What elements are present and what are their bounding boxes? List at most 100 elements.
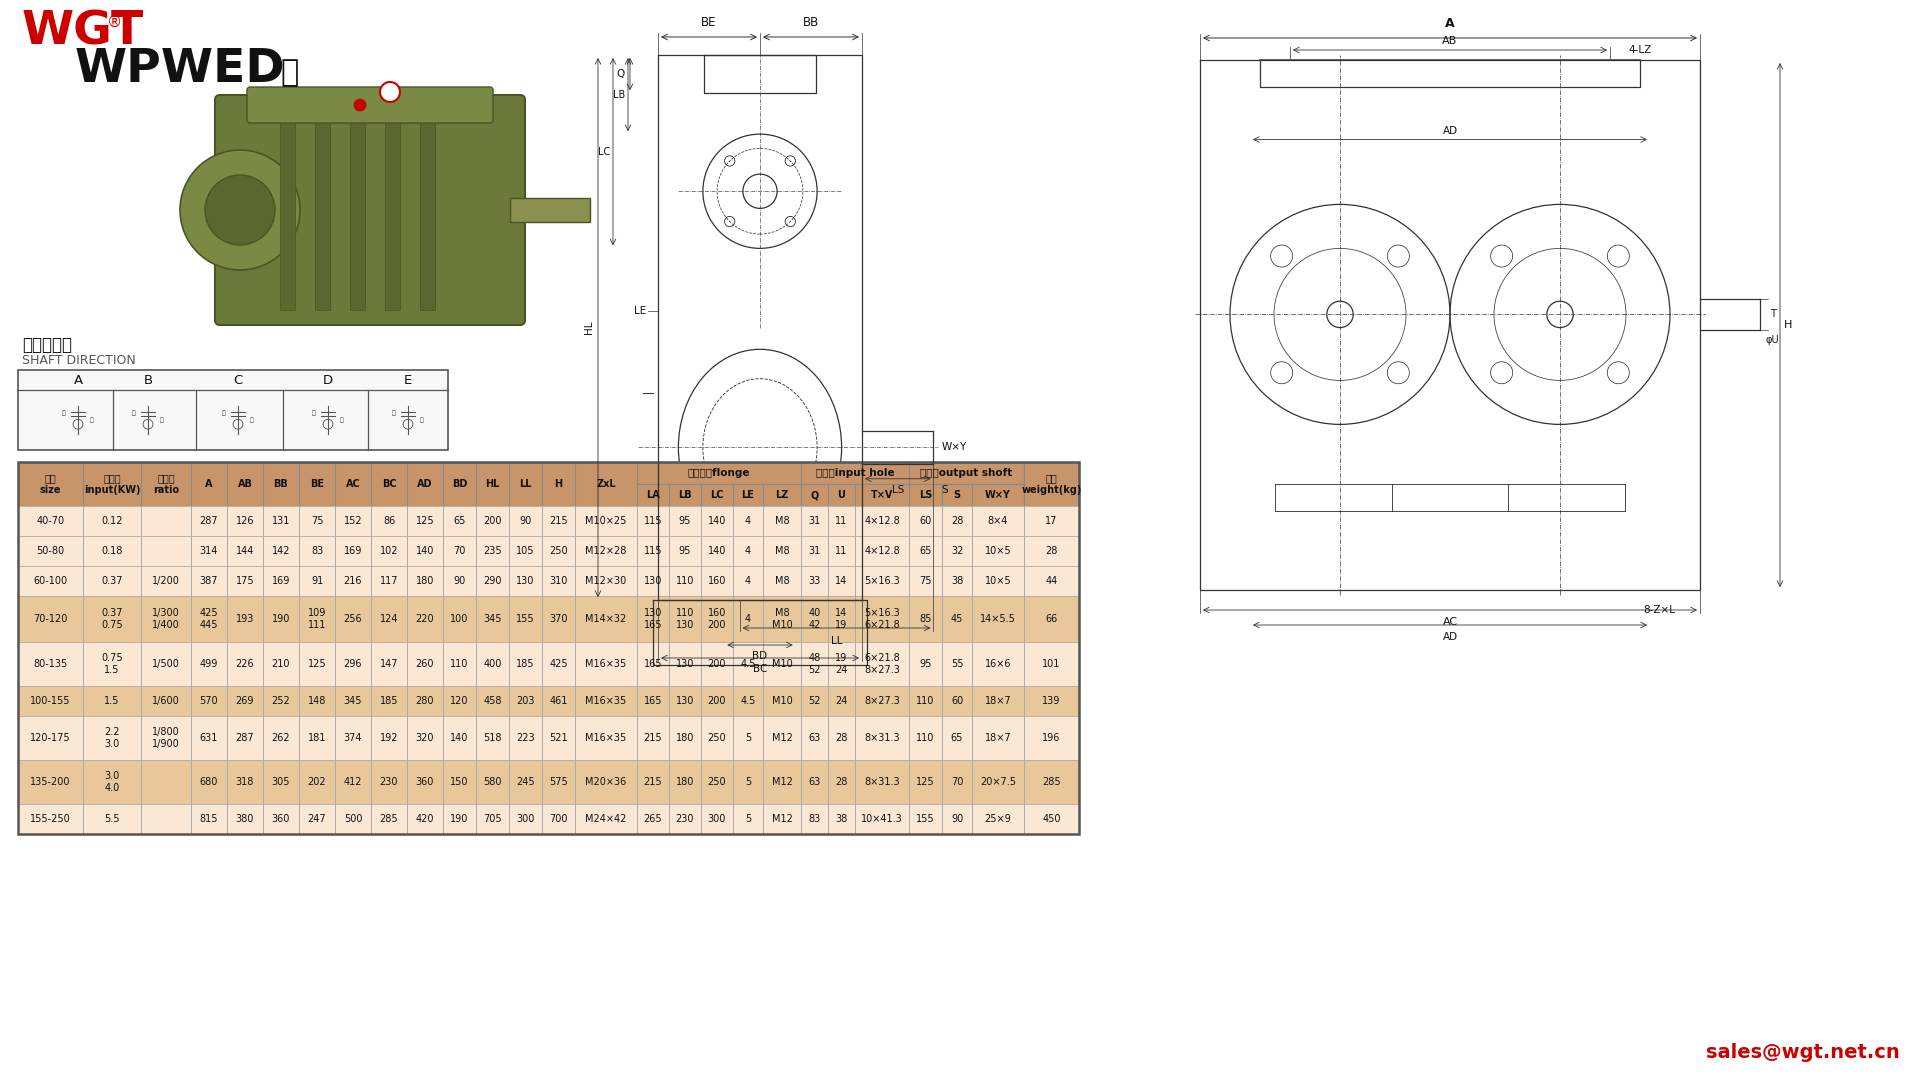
Text: 10×41.3: 10×41.3 [862,814,902,824]
Bar [334,716,371,760]
Bar [1023,686,1079,716]
Bar [828,642,854,686]
Bar [1023,596,1079,642]
Text: 8×27.3: 8×27.3 [864,696,900,706]
Bar [509,686,541,716]
Bar [509,596,541,642]
Text: LB: LB [612,90,626,99]
Text: 出: 出 [392,410,396,417]
Bar [300,536,334,566]
Text: 28: 28 [835,777,849,787]
Bar [801,686,828,716]
Bar [701,484,733,507]
Bar [334,462,371,507]
Bar [668,536,701,566]
Text: 1/500: 1/500 [152,659,180,669]
Text: AB: AB [1442,36,1457,46]
Text: 400: 400 [484,659,501,669]
Bar [17,686,1079,716]
Text: M16×35: M16×35 [586,696,626,706]
Bar [334,536,371,566]
Bar [943,686,972,716]
Bar [972,566,1023,596]
Bar [943,536,972,566]
Bar [371,507,407,536]
Bar [854,536,908,566]
Bar [701,804,733,834]
Bar [17,596,83,642]
Text: 16×6: 16×6 [985,659,1012,669]
Bar [83,716,140,760]
Text: 287: 287 [236,733,253,743]
Text: 重量
weight(kg): 重量 weight(kg) [1021,473,1081,495]
Text: 50-80: 50-80 [36,546,65,556]
Text: 38: 38 [950,576,964,586]
Circle shape [380,82,399,102]
Bar [733,566,762,596]
Text: BD: BD [753,651,768,661]
Text: 130: 130 [676,696,695,706]
Bar [140,760,190,804]
Text: 14×5.5: 14×5.5 [979,615,1016,624]
Text: AC: AC [346,480,361,489]
Bar [476,596,509,642]
Bar [701,760,733,804]
Bar [733,716,762,760]
Bar [227,596,263,642]
Bar [701,566,733,596]
Text: BE: BE [309,480,324,489]
Bar [17,642,1079,686]
Text: 60: 60 [950,696,964,706]
Text: M10: M10 [772,659,793,669]
Text: 374: 374 [344,733,363,743]
Bar [972,536,1023,566]
Text: M14×32: M14×32 [586,615,626,624]
Text: M16×35: M16×35 [586,733,626,743]
Text: 38: 38 [835,814,847,824]
Text: 115: 115 [643,546,662,556]
Text: 165: 165 [643,659,662,669]
Text: 110: 110 [916,733,935,743]
Text: 190: 190 [451,814,468,824]
Text: 75: 75 [311,516,323,526]
Text: 190: 190 [273,615,290,624]
Bar [972,484,1023,507]
Text: 250: 250 [549,546,568,556]
Bar [854,760,908,804]
Text: 521: 521 [549,733,568,743]
Bar [407,596,444,642]
Text: 90: 90 [453,576,467,586]
Bar [701,596,733,642]
Text: 48
52: 48 52 [808,653,820,675]
Text: M16×35: M16×35 [586,659,626,669]
Text: φU: φU [1764,335,1778,346]
Text: 1.5: 1.5 [104,696,119,706]
Text: LL: LL [518,480,532,489]
Text: 83: 83 [808,814,820,824]
Text: 450: 450 [1043,814,1060,824]
Text: 1/300
1/400: 1/300 1/400 [152,608,180,630]
Text: 4×12.8: 4×12.8 [864,516,900,526]
Text: 305: 305 [273,777,290,787]
Bar [762,642,801,686]
Bar [315,110,330,310]
Text: U: U [837,490,845,500]
Bar [407,804,444,834]
Text: LS: LS [891,485,904,495]
Bar [140,804,190,834]
Bar [386,110,399,310]
Text: 140: 140 [451,733,468,743]
Text: S: S [954,490,960,500]
Bar [334,596,371,642]
Text: 180: 180 [676,733,695,743]
Text: 10×5: 10×5 [985,576,1012,586]
Text: 轴指向表示: 轴指向表示 [21,336,73,354]
Text: 135-200: 135-200 [31,777,71,787]
Text: WGT: WGT [21,10,144,54]
Text: M24×42: M24×42 [586,814,626,824]
Bar [908,536,943,566]
Text: B: B [144,374,152,387]
Bar [828,804,854,834]
Bar [668,596,701,642]
Text: 155: 155 [516,615,536,624]
